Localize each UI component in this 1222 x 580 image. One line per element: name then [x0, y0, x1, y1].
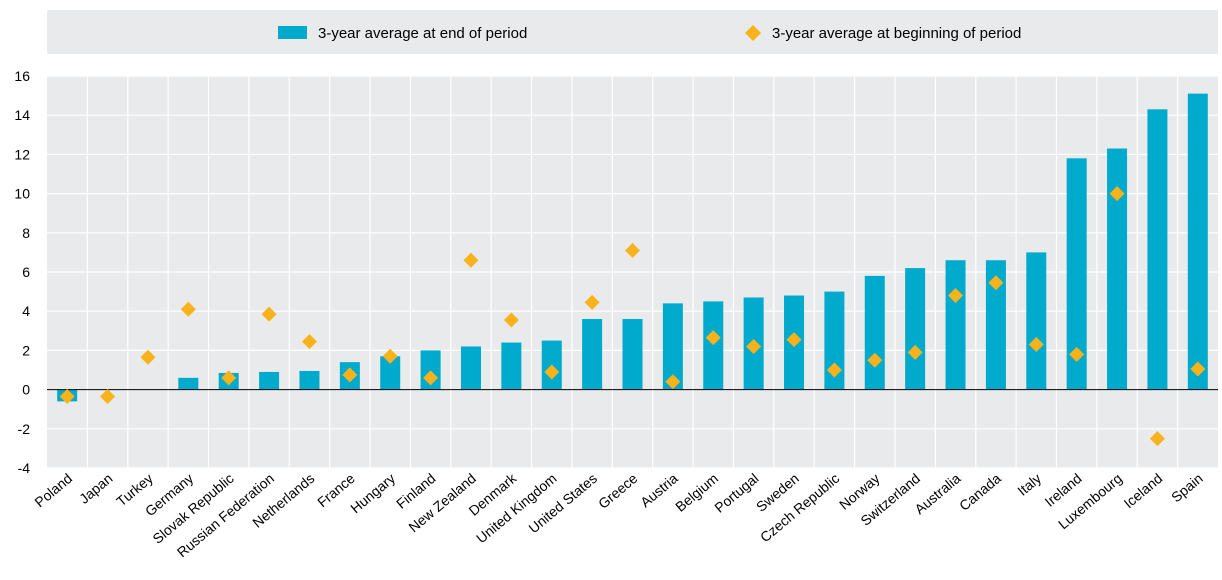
markers: [59, 186, 1206, 447]
bar-czech-republic: [824, 291, 845, 390]
legend-item-beginning: 3-year average at beginning of period: [745, 25, 1021, 42]
bar-norway: [864, 275, 885, 390]
legend-item-end: 3-year average at end of period: [278, 25, 527, 42]
x-tick-label: Spain: [1168, 470, 1206, 505]
bar-new-zealand: [460, 346, 481, 390]
y-tick-label: 2: [22, 342, 30, 358]
legend-label-end: 3-year average at end of period: [318, 25, 527, 42]
y-tick-label: 6: [22, 264, 30, 280]
bar-hungary: [380, 356, 401, 390]
diamond-canada: [988, 275, 1004, 291]
y-tick-label: -2: [18, 421, 31, 437]
diamond-italy: [1028, 337, 1044, 353]
diamond-ireland: [1069, 346, 1085, 362]
diamond-norway: [867, 352, 883, 368]
diamond-france: [342, 367, 358, 383]
bar-denmark: [501, 342, 522, 390]
bar-canada: [985, 260, 1006, 390]
x-tick-label: Poland: [31, 470, 75, 510]
legend-label-beginning: 3-year average at beginning of period: [772, 25, 1021, 42]
diamond-finland: [423, 370, 439, 386]
diamond-united-kingdom: [544, 364, 560, 380]
x-tick-label: Canada: [956, 470, 1004, 514]
diamond-hungary: [382, 348, 398, 364]
bar-austria: [662, 303, 683, 390]
x-tick-label: Australia: [911, 470, 963, 517]
diamond-japan: [100, 388, 116, 404]
x-tick-label: Iceland: [1120, 470, 1165, 511]
diamond-portugal: [746, 338, 762, 354]
diamond-greece: [625, 242, 640, 258]
diamond-switzerland: [907, 344, 923, 360]
diamond-germany: [180, 301, 196, 317]
legend: 3-year average at end of period 3-year a…: [278, 25, 1021, 42]
y-tick-label: 16: [14, 68, 30, 84]
x-tick-label: Hungary: [347, 470, 398, 516]
diamond-luxembourg: [1109, 186, 1125, 202]
diamond-denmark: [503, 312, 519, 328]
y-tick-label: -4: [18, 460, 31, 476]
diamond-belgium: [705, 330, 721, 346]
bar-iceland: [1147, 109, 1168, 390]
grid: [47, 75, 1218, 469]
bar-italy: [1026, 252, 1047, 390]
y-tick-label: 12: [14, 146, 30, 162]
legend-diamond-swatch: [745, 25, 761, 41]
y-tick-label: 0: [22, 382, 30, 398]
bar-ireland: [1066, 158, 1087, 390]
diamond-poland: [59, 388, 75, 404]
y-tick-label: 4: [22, 303, 30, 319]
diamond-australia: [948, 288, 964, 304]
bar-greece: [622, 319, 643, 390]
bar-germany: [178, 377, 199, 390]
y-tick-label: 10: [14, 186, 30, 202]
diamond-iceland: [1149, 431, 1165, 447]
diamond-netherlands: [301, 334, 317, 350]
diamond-austria: [665, 374, 681, 390]
bar-spain: [1187, 93, 1208, 390]
diamond-spain: [1190, 361, 1206, 377]
x-tick-label: Italy: [1014, 470, 1044, 499]
diamond-czech-republic: [826, 362, 842, 378]
legend-bar-swatch: [278, 26, 307, 39]
x-tick-label: Portugal: [711, 470, 761, 516]
bar-switzerland: [905, 268, 926, 390]
diamond-turkey: [140, 349, 156, 365]
x-tick-label: Japan: [76, 470, 116, 507]
bar-australia: [945, 260, 966, 390]
diamond-united-states: [584, 294, 600, 310]
y-axis: 16 14 12 10 8 6 4 2 0 -2 -4: [14, 68, 30, 476]
diamond-slovak-republic: [221, 370, 237, 386]
y-tick-label: 14: [14, 107, 30, 123]
bar-russian-federation: [259, 371, 280, 390]
diamond-sweden: [786, 332, 802, 348]
bar-belgium: [703, 301, 724, 390]
bar-luxembourg: [1107, 148, 1128, 390]
bar-united-states: [582, 319, 603, 390]
x-tick-label: Greece: [595, 470, 641, 512]
diamond-russian-federation: [261, 306, 277, 322]
legend-background: [47, 10, 1218, 54]
diamond-new-zealand: [463, 252, 479, 268]
bar-netherlands: [299, 370, 320, 390]
y-tick-label: 8: [22, 225, 30, 241]
x-tick-label: Belgium: [672, 470, 721, 515]
